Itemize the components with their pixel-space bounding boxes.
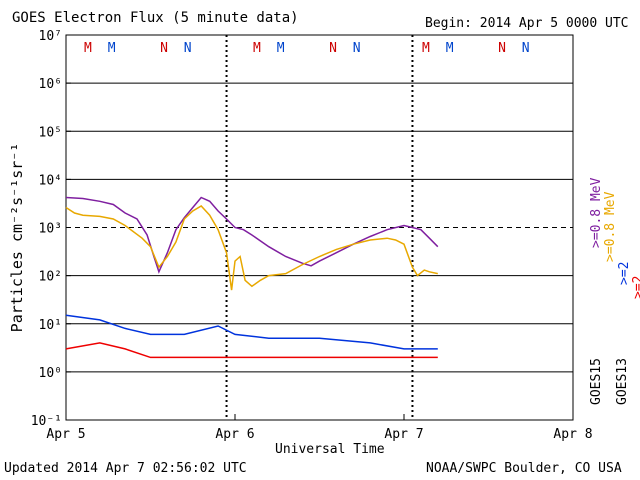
marker-label: N [498, 41, 506, 56]
series-line [65, 196, 439, 274]
marker-label: M [108, 41, 116, 56]
y-tick-label: 10⁷ [39, 29, 62, 44]
y-tick-label: 10² [39, 270, 62, 285]
chart-title: GOES Electron Flux (5 minute data) [12, 10, 299, 26]
marker-label: N [160, 41, 168, 56]
y-tick-label: 10⁴ [39, 173, 62, 188]
marker-label: N [184, 41, 192, 56]
updated-timestamp: Updated 2014 Apr 7 02:56:02 UTC [4, 461, 247, 476]
marker-label: N [353, 41, 361, 56]
marker-label: N [522, 41, 530, 56]
x-tick-label: Apr 5 [46, 427, 85, 442]
legend-entry: >=0.8 MeV [603, 191, 618, 262]
begin-label: Begin: 2014 Apr 5 0000 UTC [425, 16, 629, 31]
marker-label: M [446, 41, 454, 56]
legend-entry: >=2 [617, 262, 632, 285]
marker-label: M [253, 41, 261, 56]
marker-label: M [277, 41, 285, 56]
x-tick-label: Apr 6 [215, 427, 254, 442]
series-line [65, 314, 438, 350]
x-axis-label: Universal Time [275, 442, 385, 457]
x-tick-label: Apr 7 [384, 427, 423, 442]
legend-entry: >=0.8 MeV [589, 177, 604, 248]
y-tick-label: 10³ [39, 222, 62, 237]
series-line [65, 205, 438, 291]
y-tick-label: 10⁶ [39, 77, 62, 92]
marker-label: M [422, 41, 430, 56]
legend-entry: >=2 [631, 276, 640, 299]
y-tick-label: 10¹ [39, 318, 62, 333]
legend-series-name: GOES15 [589, 358, 604, 405]
marker-label: N [329, 41, 337, 56]
x-tick-label: Apr 8 [553, 427, 592, 442]
series-line [65, 342, 438, 359]
y-tick-label: 10⁻¹ [31, 414, 62, 429]
y-tick-label: 10⁵ [39, 125, 62, 140]
legend-series-name: GOES13 [615, 358, 630, 405]
marker-label: M [84, 41, 92, 56]
y-tick-label: 10⁰ [39, 366, 62, 381]
data-source: NOAA/SWPC Boulder, CO USA [426, 461, 622, 476]
y-axis-label: Particles cm⁻²s⁻¹sr⁻¹ [8, 143, 26, 333]
